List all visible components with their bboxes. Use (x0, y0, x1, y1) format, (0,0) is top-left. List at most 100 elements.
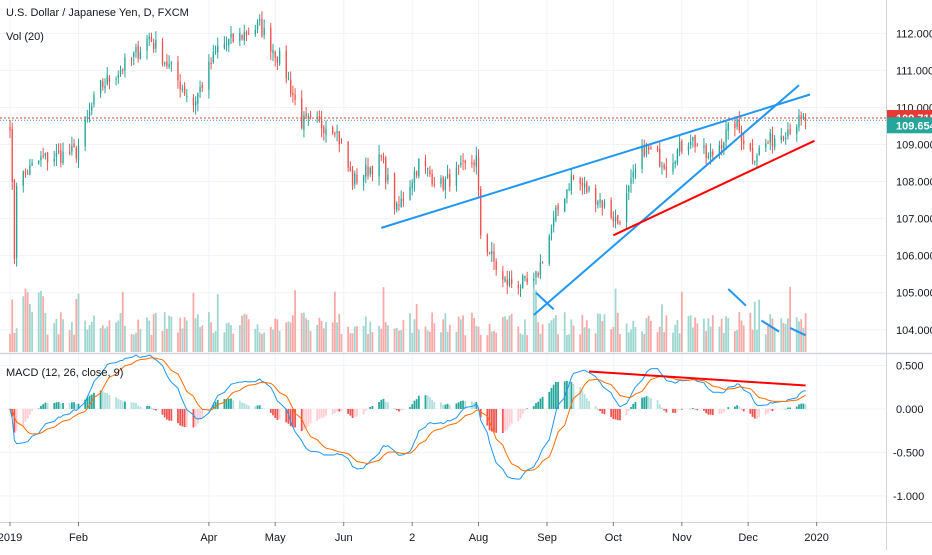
volume-bar (524, 319, 526, 352)
macd-histogram-bar (117, 398, 120, 409)
macd-histogram-bar (199, 408, 201, 421)
volume-bar (424, 326, 427, 352)
candle-body (603, 201, 606, 207)
candle-body (166, 61, 168, 67)
macd-histogram-bar (108, 395, 111, 409)
candle-body (378, 154, 380, 177)
macd-histogram-bar (742, 408, 745, 412)
time-axis-label: 2 (409, 532, 415, 544)
volume-bar (387, 325, 389, 352)
macd-histogram-bar (800, 403, 803, 409)
candle-body (259, 19, 261, 21)
volume-bar (486, 335, 489, 352)
time-axis-label: Dec (738, 532, 758, 544)
volume-bar (756, 329, 758, 352)
volume-bar (152, 313, 155, 352)
trend-line (535, 291, 555, 311)
candle-body (471, 162, 473, 164)
volume-bar (223, 332, 226, 352)
candle-body (11, 129, 13, 182)
candle-body (106, 75, 108, 85)
macd-histogram-bar (55, 402, 58, 409)
volume-bar (73, 334, 75, 352)
volume-bar (479, 334, 482, 352)
candle-body (663, 164, 665, 169)
symbol-title[interactable]: U.S. Dollar / Japanese Yen, D, FXCM (6, 7, 189, 19)
volume-bar (557, 334, 559, 352)
volume-bar (751, 329, 754, 352)
macd-histogram-bar (356, 408, 358, 417)
volume-bar (322, 328, 325, 352)
volume-bar (415, 303, 418, 352)
candle-body (177, 61, 179, 81)
candle-body (247, 33, 250, 35)
volume-bar (601, 321, 604, 352)
volume-bar (661, 304, 663, 352)
candle-body (68, 151, 71, 154)
macd-histogram-bar (177, 408, 179, 424)
volume-bar (208, 312, 210, 352)
volume-bar (537, 322, 540, 352)
macd-histogram-bar (148, 405, 151, 409)
candle-body (115, 78, 117, 80)
volume-bar (263, 332, 266, 352)
macd-histogram-bar (579, 387, 582, 409)
volume-bar (506, 319, 509, 352)
volume-bar (274, 318, 277, 352)
macd-histogram-bar (552, 384, 555, 409)
volume-bar (771, 318, 774, 352)
trend-line (789, 327, 807, 337)
candle-body (223, 44, 226, 48)
macd-histogram-bar (11, 408, 14, 417)
candle-body (570, 175, 573, 191)
candle-body (694, 135, 696, 147)
candle-body (278, 51, 281, 64)
trend-line (380, 93, 811, 229)
candle-body (349, 166, 352, 172)
volume-bar (782, 323, 785, 352)
volume-bar (462, 315, 464, 352)
volume-bar (137, 319, 140, 352)
candle-body (767, 142, 769, 144)
macd-histogram-bar (661, 407, 663, 409)
candle-body (62, 151, 64, 163)
volume-bar (459, 319, 462, 352)
macd-histogram-bar (101, 391, 104, 409)
candle-body (325, 129, 327, 135)
candle-body (15, 186, 18, 258)
volume-bar (364, 316, 367, 352)
macd-histogram-bar (703, 408, 705, 411)
macd-histogram-bar (780, 408, 783, 410)
macd-histogram-bar (446, 403, 449, 409)
candle-body (130, 58, 133, 60)
candle-body (610, 200, 612, 218)
macd-histogram-bar (672, 408, 674, 413)
macd-histogram-bar (261, 407, 263, 409)
volume-bar (230, 325, 232, 352)
volume-bar (117, 320, 120, 352)
macd-histogram-bar (510, 408, 513, 424)
macd-histogram-bar (68, 403, 71, 409)
macd-histogram-bar (243, 403, 246, 409)
volume-bar (795, 317, 798, 352)
macd-histogram-bar (378, 401, 380, 409)
price-axis-label: 106.000 (896, 251, 932, 263)
macd-histogram-bar (596, 408, 599, 410)
volume-bar (585, 320, 588, 352)
macd-histogram-bar (585, 398, 588, 409)
volume-bar (183, 317, 186, 352)
macd-histogram-bar (583, 394, 586, 409)
candle-body (331, 127, 334, 133)
macd-histogram-bar (459, 401, 462, 409)
macd-histogram-bar (93, 392, 95, 409)
candle-body (86, 117, 89, 119)
candle-body (55, 152, 58, 157)
trend-line (612, 139, 815, 237)
candle-body (245, 31, 248, 36)
macd-histogram-bar (448, 405, 451, 409)
volume-legend[interactable]: Vol (20) (6, 31, 44, 43)
macd-legend[interactable]: MACD (12, 26, close, 9) (6, 367, 124, 379)
candle-body (99, 80, 102, 94)
macd-histogram-bar (599, 408, 601, 411)
